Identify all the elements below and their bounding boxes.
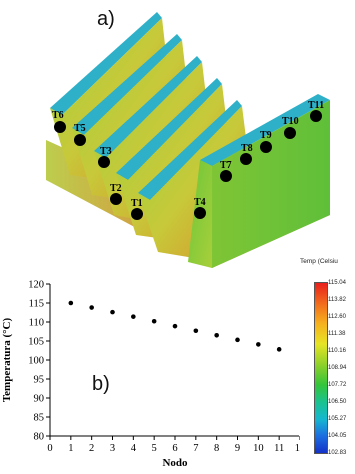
x-axis-title: Nodo xyxy=(162,457,188,469)
colorbar-tick-label: 111.38 xyxy=(328,331,346,337)
x-tick-label: 4 xyxy=(131,443,137,454)
y-tick-label: 110 xyxy=(29,318,44,329)
x-tick-label: 9 xyxy=(235,443,240,454)
sensor-dot-t8 xyxy=(240,153,252,165)
chart-points xyxy=(68,300,282,352)
sensor-label-t7: T7 xyxy=(220,160,232,171)
data-point xyxy=(151,318,157,324)
sensor-label-t4: T4 xyxy=(194,197,206,208)
sensor-label-t9: T9 xyxy=(260,130,272,141)
y-tick-label: 90 xyxy=(34,394,45,405)
sensor-label-t2: T2 xyxy=(110,183,122,194)
sensor-dot-t2 xyxy=(110,193,122,205)
x-tick-label: 11 xyxy=(274,443,284,454)
y-tick-label: 105 xyxy=(28,337,44,348)
data-point xyxy=(172,323,178,329)
colorbar-tick-label: 105.27 xyxy=(328,416,347,422)
colorbar-tick-label: 110.16 xyxy=(328,348,346,354)
sensor-dot-t9 xyxy=(260,141,272,153)
sensor-dot-t10 xyxy=(284,127,296,139)
heatsink-illustration: T1 T2 T3 T4 T5 T6 T7 T8 T9 T10 T11 xyxy=(46,12,330,268)
colorbar-tick-label: 108.94 xyxy=(328,365,347,371)
colorbar-tick-label: 107.72 xyxy=(328,382,347,388)
x-tick-label: 2 xyxy=(89,443,94,454)
x-tick-label: 8 xyxy=(214,443,219,454)
data-point xyxy=(68,300,74,306)
x-tick-label: 5 xyxy=(152,443,157,454)
sensor-label-t8: T8 xyxy=(241,143,253,154)
sensor-label-t6: T6 xyxy=(52,110,64,121)
sensor-label-t3: T3 xyxy=(100,146,112,157)
colorbar-tick-label: 115.04 xyxy=(328,280,346,286)
sensor-markers: T1 T2 T3 T4 T5 T6 T7 T8 T9 T10 T11 xyxy=(52,100,324,220)
temperature-scatter-chart: 012345678910111280859095100105110115120 … xyxy=(1,280,300,469)
y-tick-label: 80 xyxy=(34,432,45,443)
panel-b-label: b) xyxy=(92,373,110,395)
y-tick-label: 95 xyxy=(34,375,45,386)
sensor-dot-t7 xyxy=(220,170,232,182)
data-point xyxy=(110,309,115,315)
sensor-label-t11: T11 xyxy=(308,100,324,111)
sensor-dot-t11 xyxy=(310,110,322,122)
colorbar-title: Temp (Celsiu xyxy=(300,258,338,265)
sensor-dot-t4 xyxy=(194,207,206,219)
sensor-label-t10: T10 xyxy=(282,116,299,127)
sensor-label-t5: T5 xyxy=(74,123,86,134)
x-tick-label: 10 xyxy=(253,443,264,454)
y-tick-label: 85 xyxy=(34,413,45,424)
panel-a-label: a) xyxy=(97,8,115,30)
colorbar-tick-label: 102.83 xyxy=(328,450,347,456)
colorbar-tick-label: 104.05 xyxy=(328,433,347,439)
data-point xyxy=(256,342,261,347)
colorbar-gradient xyxy=(314,282,328,454)
data-point xyxy=(193,328,199,334)
colorbar-tick-label: 113.82 xyxy=(328,297,346,303)
sensor-dot-t3 xyxy=(98,156,110,168)
x-tick-label: 7 xyxy=(193,443,198,454)
temperature-colorbar: Temp (Celsiu 115.04 113.82 112.60 111.38 110… xyxy=(300,258,355,458)
y-axis-title: Temperatura (°C) xyxy=(1,317,13,402)
data-point xyxy=(131,314,136,319)
sensor-label-t1: T1 xyxy=(131,198,143,209)
sensor-dot-t5 xyxy=(74,134,86,146)
data-point xyxy=(89,305,94,310)
data-point xyxy=(214,333,219,338)
x-tick-label: 0 xyxy=(47,443,52,454)
x-tick-label: 6 xyxy=(172,443,177,454)
data-point xyxy=(276,347,282,352)
x-tick-label: 1 xyxy=(68,443,73,454)
colorbar-tick-label: 106.50 xyxy=(328,399,347,405)
x-tick-label: 3 xyxy=(110,443,115,454)
y-tick-label: 115 xyxy=(29,299,44,310)
sensor-dot-t6 xyxy=(54,121,66,133)
sensor-dot-t1 xyxy=(131,208,143,220)
y-tick-label: 120 xyxy=(28,280,44,291)
data-point xyxy=(235,337,240,343)
chart-axes: 012345678910111280859095100105110115120 xyxy=(28,280,300,454)
x-tick-label: 12 xyxy=(295,443,300,454)
fin-2 xyxy=(138,100,250,258)
y-tick-label: 100 xyxy=(28,356,44,367)
colorbar-tick-label: 112.60 xyxy=(328,314,346,320)
